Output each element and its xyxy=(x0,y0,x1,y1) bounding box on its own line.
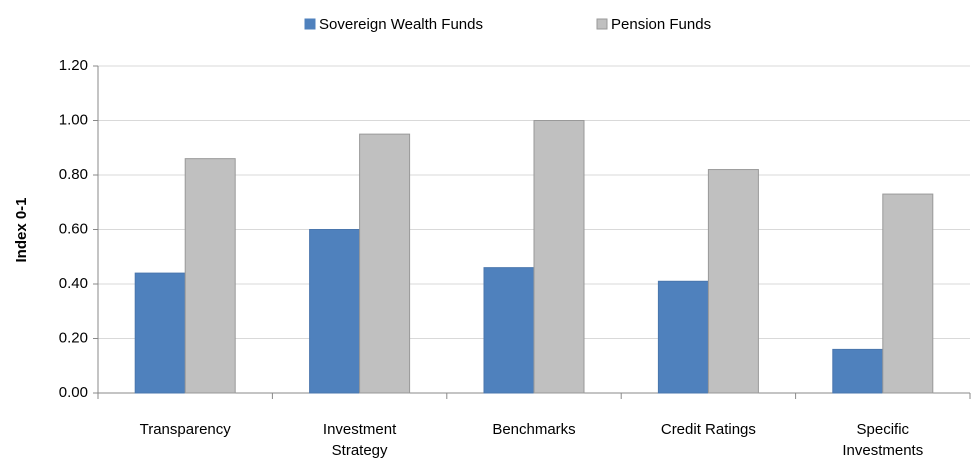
y-tick-label: 1.20 xyxy=(59,57,88,74)
x-tick-label: Credit Ratings xyxy=(660,421,756,438)
bar xyxy=(359,133,411,394)
bar xyxy=(707,169,759,394)
bar xyxy=(657,280,709,394)
y-axis-label: Index 0-1 xyxy=(13,197,30,262)
x-tick-label: Benchmarks xyxy=(492,421,576,438)
bar xyxy=(832,348,884,394)
legend-swatch xyxy=(304,18,316,30)
legend-swatch xyxy=(596,18,608,30)
y-tick-label: 1.00 xyxy=(59,111,88,128)
bar xyxy=(882,193,934,394)
y-tick-label: 0.80 xyxy=(59,166,88,183)
y-tick-label: 0.00 xyxy=(59,384,88,401)
x-tick-label: Specific Investments xyxy=(842,421,924,459)
y-tick-label: 0.40 xyxy=(59,275,88,292)
bar xyxy=(309,229,361,394)
legend-label: Pension Funds xyxy=(611,16,711,33)
y-tick-label: 0.20 xyxy=(59,329,88,346)
x-tick-label: Transparency xyxy=(139,421,231,438)
x-tick-label: Investment Strategy xyxy=(322,421,397,459)
legend-label: Sovereign Wealth Funds xyxy=(319,16,483,33)
bar xyxy=(184,158,236,394)
bar xyxy=(483,267,535,394)
bar xyxy=(533,120,585,394)
bar xyxy=(134,272,186,394)
y-tick-label: 0.60 xyxy=(59,220,88,237)
